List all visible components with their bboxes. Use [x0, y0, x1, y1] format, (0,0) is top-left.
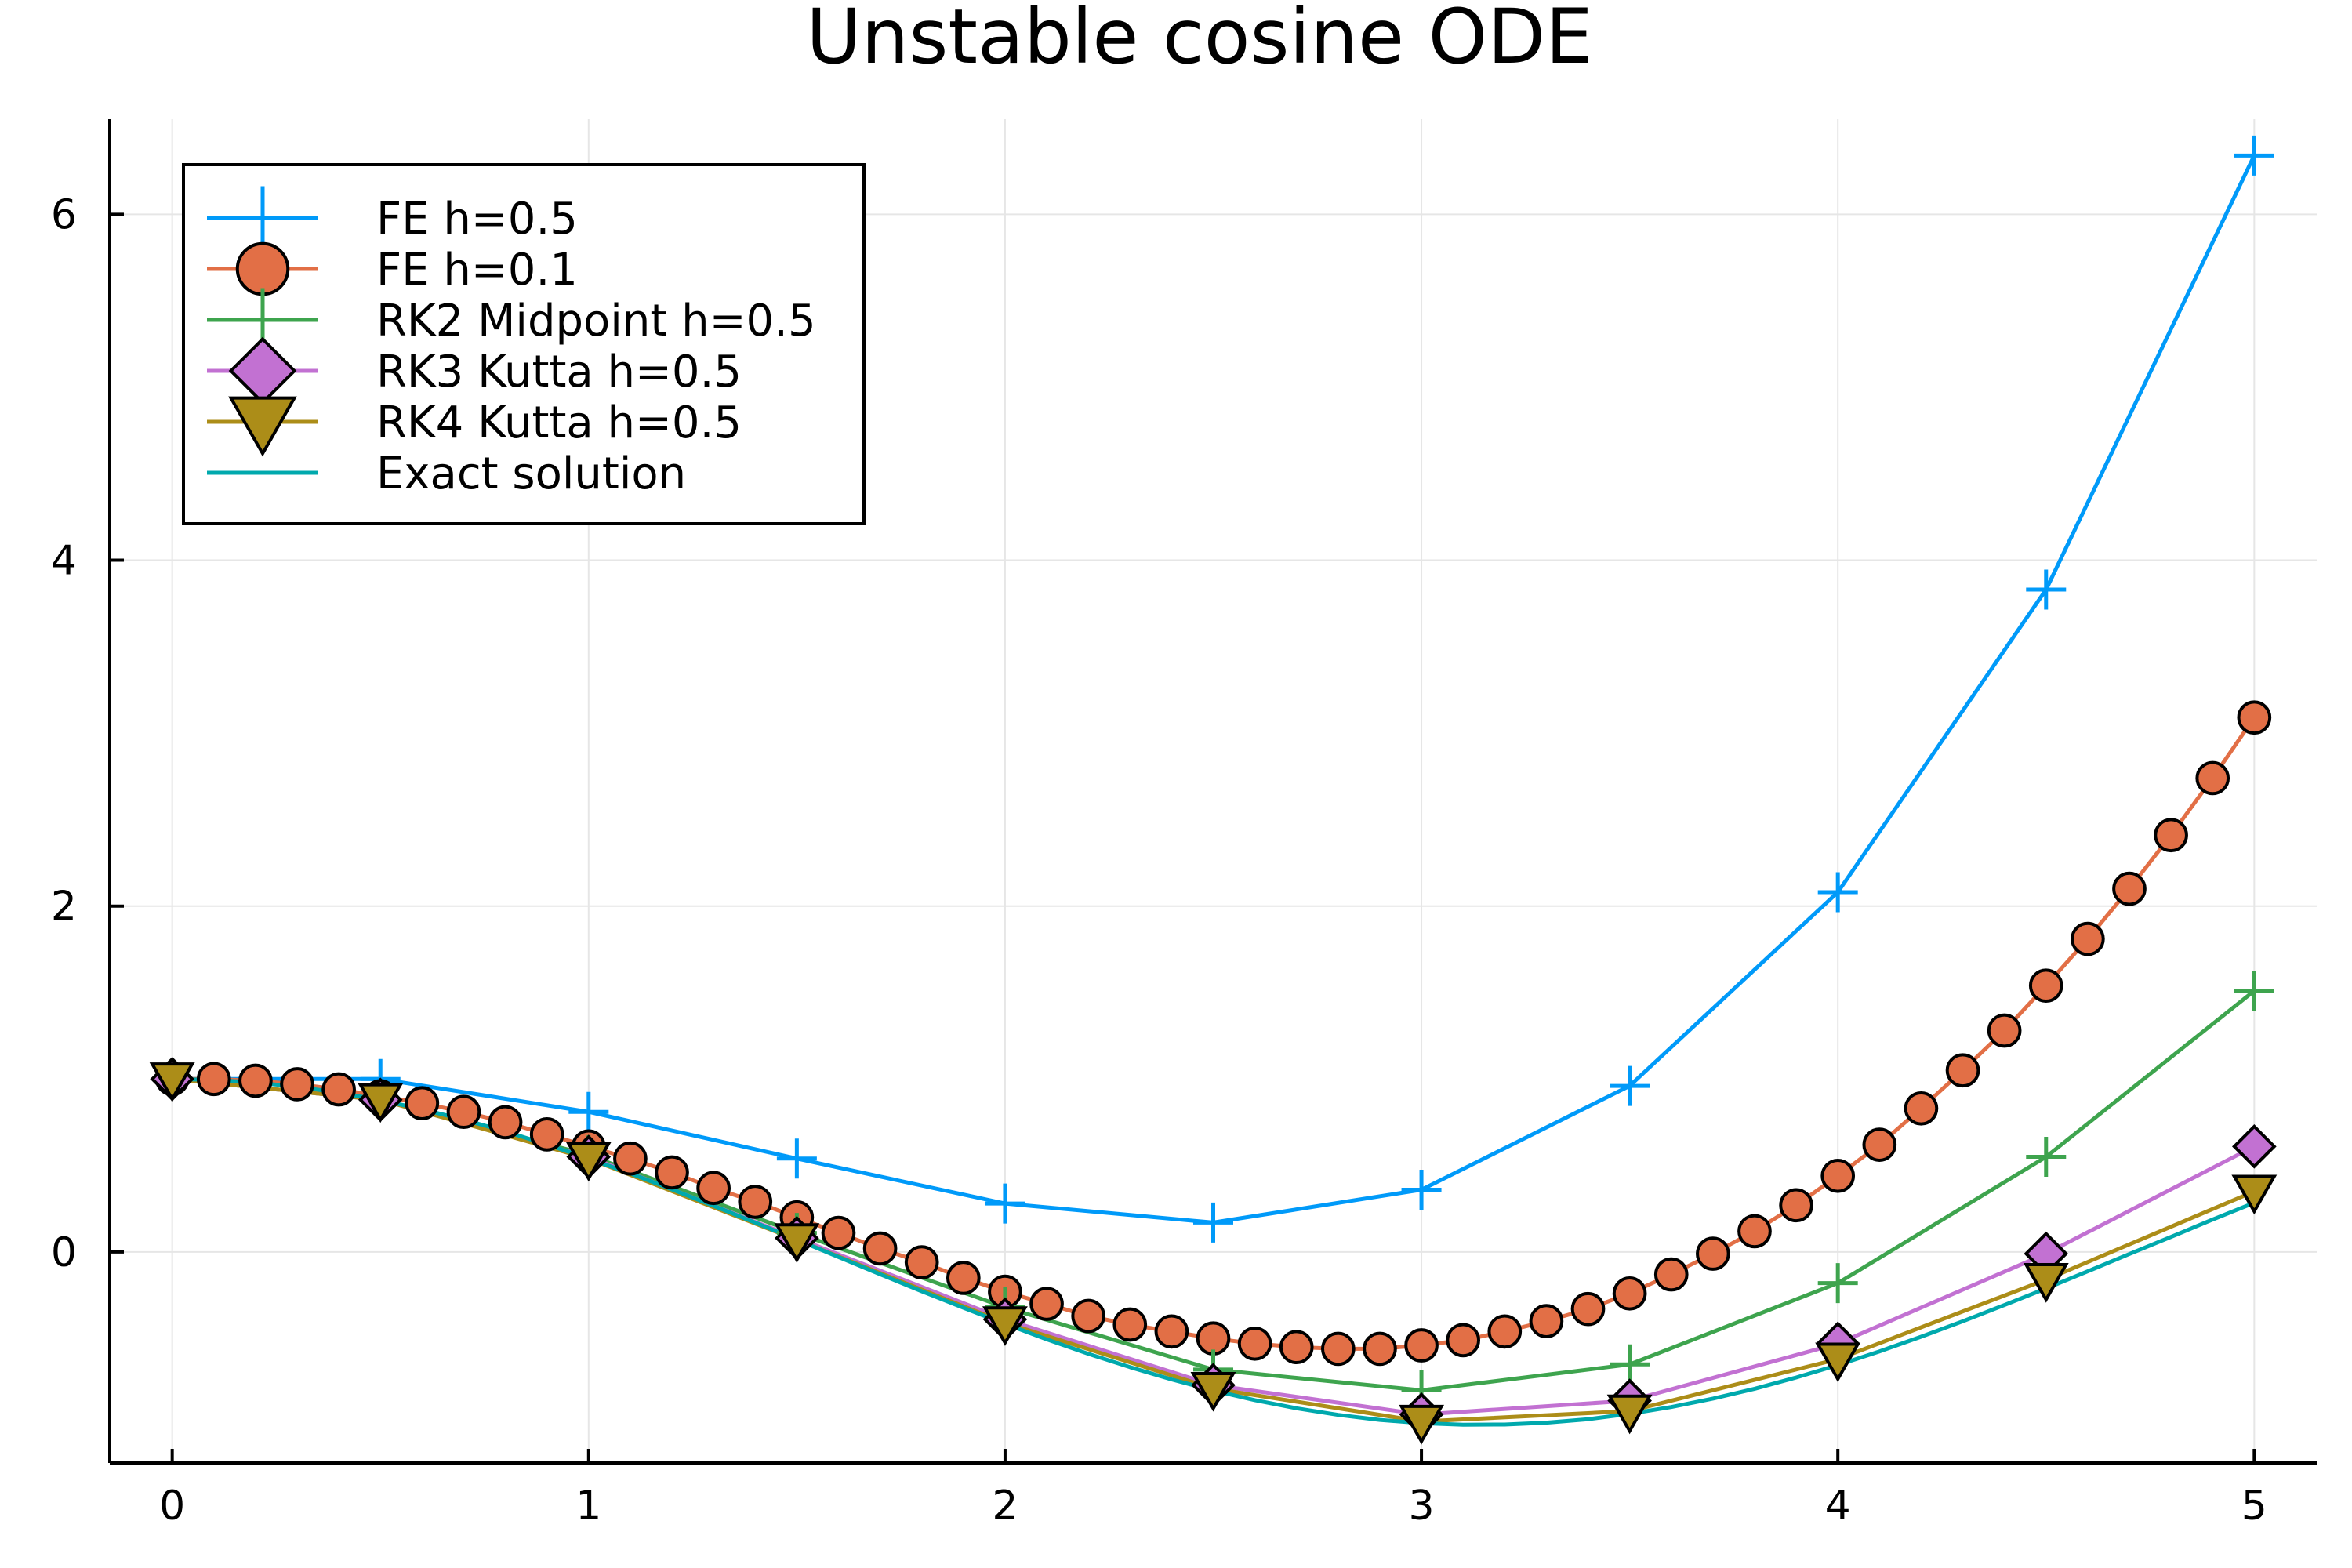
data-point: [280, 1067, 314, 1102]
legend-label: FE h=0.1: [376, 245, 578, 296]
data-point: [738, 1185, 773, 1219]
data-point: [1029, 1287, 1064, 1321]
x-tick-label: 2: [992, 1483, 1018, 1530]
data-point: [1817, 872, 1858, 913]
data-point: [776, 1138, 817, 1179]
x-tick-label: 5: [2241, 1483, 2267, 1530]
legend-label: Exact solution: [376, 448, 686, 499]
data-point: [1820, 1158, 1856, 1193]
data-point: [1237, 1326, 1272, 1361]
data-point: [1653, 1257, 1689, 1292]
y-tick-label: 0: [51, 1229, 77, 1276]
x-tick-label: 0: [159, 1483, 185, 1530]
data-point: [1737, 1214, 1772, 1249]
data-point: [1570, 1291, 1606, 1327]
data-point: [1610, 1065, 1650, 1106]
data-point: [358, 1083, 404, 1123]
y-tick-label: 4: [51, 538, 77, 585]
data-point: [2154, 818, 2188, 853]
data-point: [2026, 569, 2067, 610]
legend-marker: [228, 396, 297, 457]
data-point: [321, 1072, 356, 1107]
data-point: [1987, 1013, 2022, 1048]
data-point: [1279, 1330, 1314, 1365]
y-tick-label: 2: [51, 884, 77, 931]
data-point: [1071, 1298, 1106, 1334]
data-point: [529, 1117, 564, 1152]
data-point: [1610, 1344, 1650, 1385]
legend-label: FE h=0.5: [376, 194, 578, 245]
data-point: [1815, 1342, 1861, 1383]
data-point: [565, 1142, 612, 1182]
data-point: [1363, 1331, 1397, 1367]
x-tick-label: 4: [1825, 1483, 1851, 1530]
data-point: [985, 1183, 1025, 1224]
data-point: [904, 1245, 939, 1279]
grid: [110, 119, 2317, 1463]
data-point: [1196, 1321, 1231, 1356]
data-point: [1817, 1263, 1858, 1304]
data-point: [1862, 1127, 1897, 1162]
data-point: [2231, 1174, 2278, 1215]
x-tick-label: 3: [1409, 1483, 1435, 1530]
data-point: [1404, 1328, 1439, 1363]
data-point: [1904, 1091, 1939, 1126]
series-markers: [149, 135, 2278, 1445]
data-point: [862, 1231, 898, 1266]
data-point: [1193, 1202, 1233, 1243]
data-point: [1696, 1236, 1730, 1271]
data-point: [2071, 921, 2105, 956]
y-tick-label: 6: [51, 191, 77, 238]
data-point: [238, 1063, 273, 1098]
legend-label: RK3 Kutta h=0.5: [376, 347, 742, 397]
data-point: [1401, 1169, 1442, 1210]
axes: 0 1 2 3 4 5 0 2 4 6: [51, 119, 2317, 1530]
data-point: [446, 1094, 481, 1130]
data-point: [2234, 135, 2274, 176]
x-tick-label: 1: [575, 1483, 601, 1530]
data-point: [488, 1105, 523, 1140]
data-point: [774, 1223, 820, 1263]
data-point: [1112, 1307, 1148, 1342]
data-point: [2195, 760, 2230, 796]
data-point: [655, 1155, 689, 1190]
data-point: [1190, 1372, 1236, 1412]
data-point: [982, 1306, 1028, 1346]
chart-title: Unstable cosine ODE: [806, 0, 1593, 81]
legend-marker: [230, 186, 295, 250]
data-point: [568, 1091, 609, 1132]
data-point: [2112, 871, 2147, 906]
data-point: [1612, 1276, 1647, 1311]
legend-label: RK2 Midpoint h=0.5: [376, 296, 816, 347]
data-point: [2234, 971, 2274, 1011]
data-point: [196, 1062, 231, 1097]
legend-box: [182, 163, 866, 525]
data-point: [1606, 1394, 1653, 1435]
data-point: [1945, 1053, 1980, 1088]
data-point: [2232, 1123, 2277, 1169]
data-point: [946, 1261, 981, 1295]
data-point: [1779, 1188, 1813, 1223]
data-point: [696, 1171, 731, 1206]
data-point: [1446, 1323, 1481, 1358]
data-point: [2026, 1137, 2067, 1178]
data-point: [1487, 1314, 1523, 1349]
legend-label: RK4 Kutta h=0.5: [376, 397, 742, 448]
data-point: [613, 1141, 648, 1176]
data-point: [2028, 968, 2063, 1004]
data-point: [2023, 1263, 2069, 1303]
data-point: [1154, 1314, 1189, 1349]
data-point: [1320, 1331, 1356, 1367]
data-point: [821, 1215, 856, 1250]
legend-marker: [235, 241, 290, 296]
data-point: [2237, 700, 2272, 735]
data-point: [1529, 1304, 1564, 1338]
data-point: [149, 1062, 195, 1102]
data-point: [1399, 1404, 1445, 1445]
data-point: [405, 1086, 440, 1121]
